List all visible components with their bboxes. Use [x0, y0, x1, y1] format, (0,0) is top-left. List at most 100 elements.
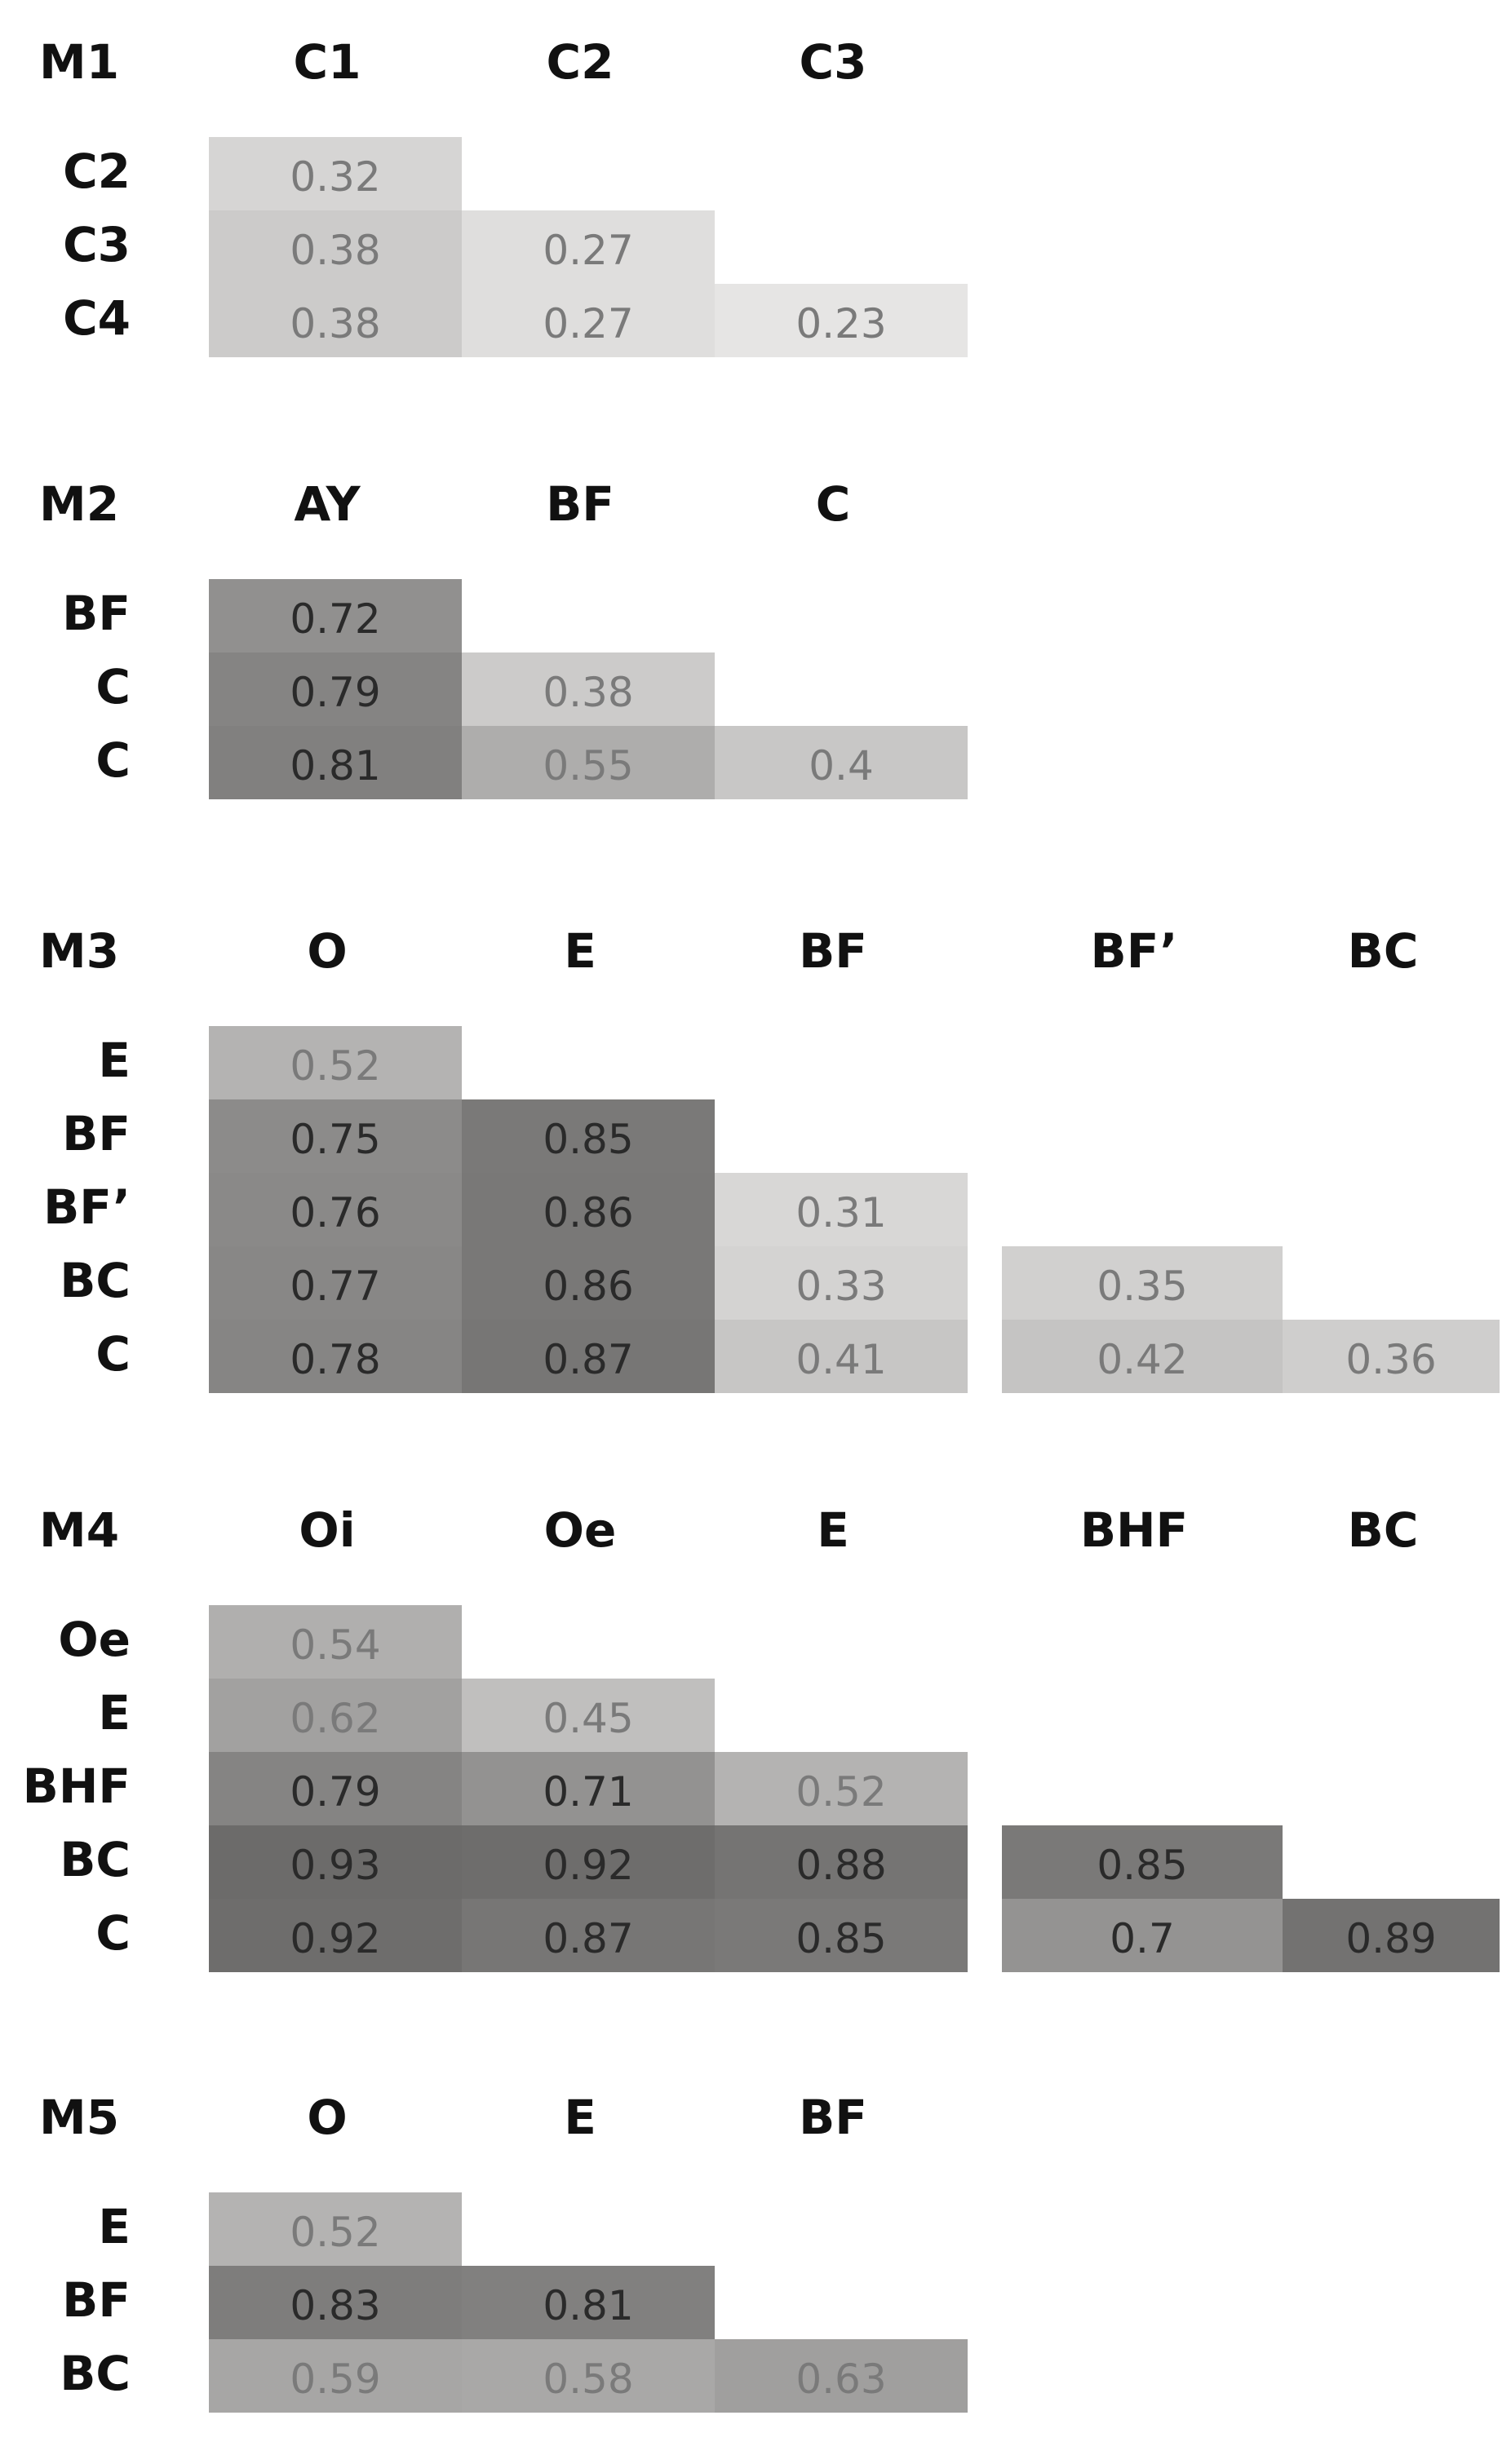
- matrix-title: M2: [39, 476, 120, 532]
- cell-value: 0.59: [290, 2356, 381, 2403]
- cell-value: 0.81: [290, 742, 381, 790]
- heatmap-cell: [715, 1320, 968, 1393]
- heatmap-cell: [715, 1752, 968, 1825]
- cell-value: 0.45: [543, 1695, 634, 1742]
- row-label: BC: [60, 2346, 131, 2401]
- column-header: AY: [294, 476, 361, 532]
- heatmap-cell: [209, 2266, 462, 2339]
- heatmap-cell: [209, 284, 462, 357]
- heatmap-cell: [462, 1825, 715, 1899]
- column-header: BF: [546, 476, 614, 532]
- column-header: C2: [546, 34, 614, 90]
- heatmap-cell: [462, 726, 715, 799]
- cell-value: 0.42: [1097, 1336, 1188, 1383]
- cell-value: 0.7: [1110, 1915, 1175, 1962]
- row-label: BF: [62, 1106, 131, 1161]
- column-header: C: [815, 476, 851, 532]
- column-header: BC: [1347, 1502, 1419, 1558]
- cell-value: 0.52: [795, 1768, 887, 1816]
- heatmap-cell: [462, 2266, 715, 2339]
- cell-value: 0.33: [795, 1263, 887, 1310]
- heatmap-cell: [1283, 1320, 1500, 1393]
- column-header: BF: [799, 923, 867, 979]
- heatmap-cell: [209, 2192, 462, 2266]
- column-header: E: [564, 2090, 596, 2145]
- column-header: O: [307, 923, 348, 979]
- matrix-title: M1: [39, 34, 120, 90]
- heatmap-cell: [209, 579, 462, 652]
- heatmap-cell: [1283, 1899, 1500, 1972]
- row-label: Oe: [58, 1612, 131, 1667]
- cell-value: 0.86: [543, 1263, 634, 1310]
- cell-value: 0.36: [1345, 1336, 1437, 1383]
- row-label: C2: [63, 144, 131, 199]
- cell-value: 0.38: [290, 300, 381, 347]
- heatmap-cell: [715, 2339, 968, 2413]
- cell-value: 0.85: [1097, 1842, 1188, 1889]
- cell-value: 0.52: [290, 2209, 381, 2256]
- heatmap-cell: [462, 1752, 715, 1825]
- column-header: BHF: [1079, 1502, 1189, 1558]
- cell-value: 0.41: [795, 1336, 887, 1383]
- row-label: C4: [63, 290, 131, 346]
- heatmap-cell: [462, 1320, 715, 1393]
- heatmap-cell: [462, 1899, 715, 1972]
- matrix-title: M5: [39, 2090, 120, 2145]
- heatmap-cell: [209, 1099, 462, 1173]
- cell-value: 0.32: [290, 153, 381, 201]
- column-header: BF: [799, 2090, 867, 2145]
- row-label: C: [95, 732, 131, 788]
- cell-value: 0.92: [290, 1915, 381, 1962]
- heatmap-cell: [209, 1825, 462, 1899]
- row-label: C: [95, 1326, 131, 1382]
- heatmap-cell: [209, 1173, 462, 1246]
- heatmap-cell: [462, 2339, 715, 2413]
- heatmap-cell: [462, 1679, 715, 1752]
- cell-value: 0.38: [290, 227, 381, 274]
- cell-value: 0.78: [290, 1336, 381, 1383]
- row-label: BHF: [22, 1758, 131, 1814]
- row-label: BF: [62, 2272, 131, 2328]
- cell-value: 0.88: [795, 1842, 887, 1889]
- cell-value: 0.58: [543, 2356, 634, 2403]
- heatmap-cell: [209, 1899, 462, 1972]
- row-label: E: [98, 1033, 131, 1088]
- matrix-title: M4: [39, 1502, 120, 1558]
- heatmap-cell: [715, 1899, 968, 1972]
- column-header: BF’: [1090, 923, 1178, 979]
- cell-value: 0.63: [795, 2356, 887, 2403]
- cell-value: 0.38: [543, 669, 634, 716]
- column-header: Oi: [299, 1502, 356, 1558]
- heatmap-cell: [209, 137, 462, 210]
- row-label: C: [95, 659, 131, 714]
- heatmap-cell: [462, 1246, 715, 1320]
- cell-value: 0.31: [795, 1189, 887, 1236]
- heatmap-cell: [209, 1605, 462, 1679]
- row-label: BF: [62, 586, 131, 641]
- cell-value: 0.4: [809, 742, 874, 790]
- heatmap-cell: [462, 284, 715, 357]
- column-header: O: [307, 2090, 348, 2145]
- cell-value: 0.23: [795, 300, 887, 347]
- column-header: C3: [799, 34, 867, 90]
- cell-value: 0.85: [795, 1915, 887, 1962]
- heatmap-cell: [209, 1246, 462, 1320]
- heatmap-cell: [462, 1099, 715, 1173]
- cell-value: 0.79: [290, 669, 381, 716]
- row-label: E: [98, 1685, 131, 1741]
- cell-value: 0.85: [543, 1116, 634, 1163]
- column-header: BC: [1347, 923, 1419, 979]
- heatmap-cell: [1002, 1246, 1283, 1320]
- row-label: C: [95, 1905, 131, 1961]
- heatmap-cell: [715, 1825, 968, 1899]
- cell-value: 0.86: [543, 1189, 634, 1236]
- heatmap-cell: [462, 1173, 715, 1246]
- matrix-title: M3: [39, 923, 120, 979]
- heatmap-cell: [1002, 1320, 1283, 1393]
- heatmap-cell: [462, 652, 715, 726]
- cell-value: 0.27: [543, 300, 634, 347]
- cell-value: 0.52: [290, 1042, 381, 1090]
- cell-value: 0.79: [290, 1768, 381, 1816]
- heatmap-cell: [209, 1320, 462, 1393]
- cell-value: 0.87: [543, 1915, 634, 1962]
